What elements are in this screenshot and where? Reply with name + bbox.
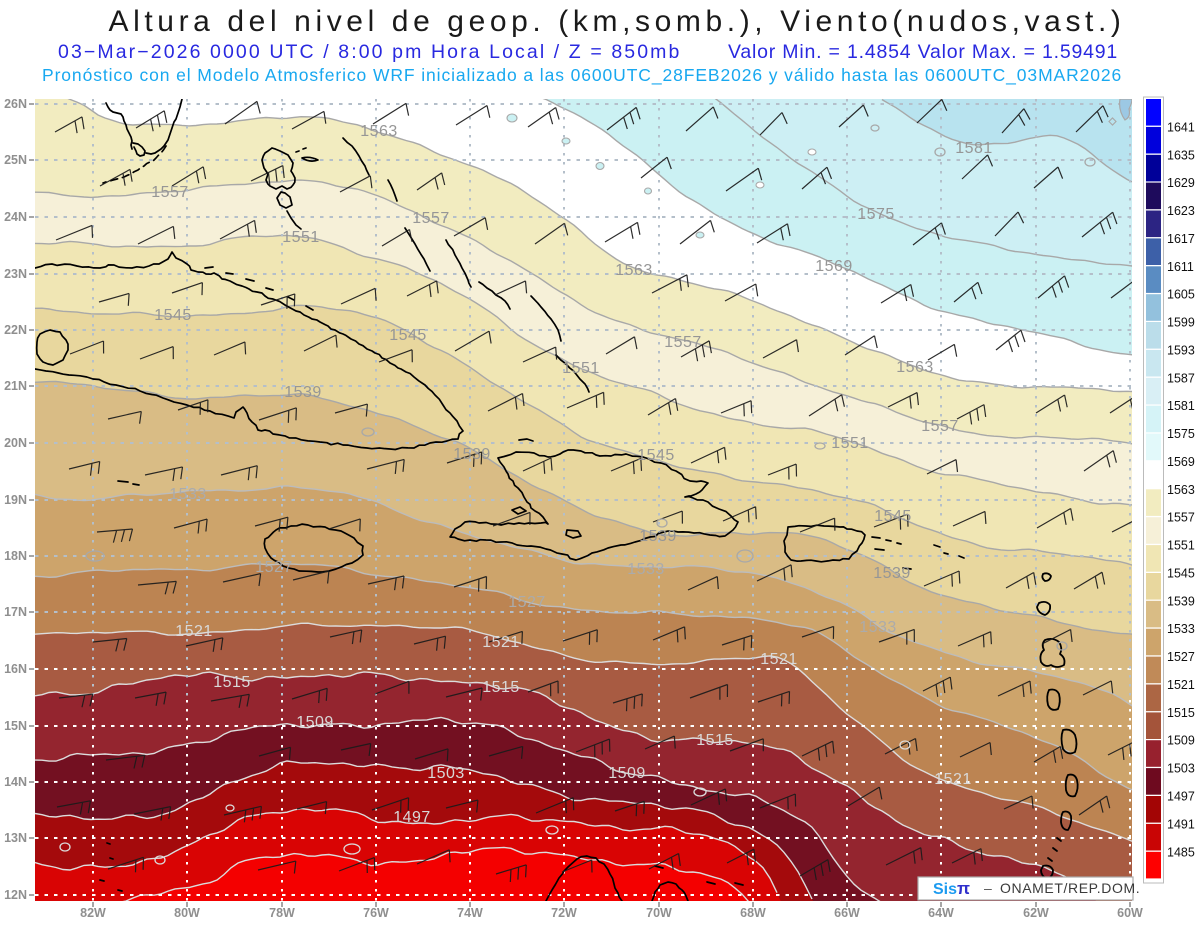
svg-text:1497: 1497: [393, 809, 431, 826]
svg-text:1521: 1521: [175, 623, 213, 640]
svg-text:1563: 1563: [896, 359, 934, 376]
svg-text:26N: 26N: [4, 97, 27, 111]
svg-text:70W: 70W: [646, 906, 672, 920]
svg-text:1557: 1557: [664, 334, 702, 351]
svg-text:18N: 18N: [4, 549, 27, 563]
svg-text:1617: 1617: [1167, 232, 1195, 246]
svg-text:1635: 1635: [1167, 148, 1195, 162]
svg-text:1485: 1485: [1167, 845, 1195, 859]
svg-text:1611: 1611: [1167, 260, 1194, 274]
svg-text:12N: 12N: [4, 888, 27, 902]
svg-text:1551: 1551: [562, 360, 600, 377]
svg-text:1491: 1491: [1167, 817, 1195, 831]
svg-text:1521: 1521: [934, 771, 972, 788]
svg-text:1641: 1641: [1167, 120, 1195, 134]
svg-text:1503: 1503: [1167, 762, 1195, 776]
svg-text:Valor Min. = 1.4854 Valor Max: Valor Min. = 1.4854 Valor Max. = 1.59491: [728, 41, 1118, 63]
svg-text:1521: 1521: [1167, 678, 1195, 692]
svg-text:1557: 1557: [151, 184, 189, 201]
svg-text:1623: 1623: [1167, 204, 1195, 218]
svg-text:1539: 1539: [453, 446, 491, 463]
svg-text:23N: 23N: [4, 267, 27, 281]
svg-text:16N: 16N: [4, 662, 27, 676]
svg-text:74W: 74W: [457, 906, 483, 920]
svg-text:1521: 1521: [482, 634, 520, 651]
svg-text:1551: 1551: [282, 229, 320, 246]
svg-text:72W: 72W: [551, 906, 577, 920]
svg-text:ONAMET/REP.DOM.: ONAMET/REP.DOM.: [1000, 880, 1140, 896]
svg-text:15N: 15N: [4, 719, 27, 733]
svg-text:13N: 13N: [4, 831, 27, 845]
svg-text:1557: 1557: [1167, 511, 1195, 525]
svg-text:80W: 80W: [174, 906, 200, 920]
svg-text:66W: 66W: [834, 906, 860, 920]
svg-text:14N: 14N: [4, 775, 27, 789]
svg-text:Sisπ: Sisπ: [933, 879, 970, 898]
svg-text:1581: 1581: [1167, 399, 1195, 413]
svg-text:1563: 1563: [360, 123, 398, 140]
svg-text:1545: 1545: [389, 327, 427, 344]
svg-text:64W: 64W: [928, 906, 954, 920]
svg-text:1539: 1539: [639, 528, 677, 545]
svg-text:25N: 25N: [4, 153, 27, 167]
svg-text:1509: 1509: [1167, 734, 1195, 748]
svg-text:1527: 1527: [508, 594, 546, 611]
svg-text:03−Mar−2026 0000 UTC / 8:00 p: 03−Mar−2026 0000 UTC / 8:00 pm Hora Loca…: [58, 41, 681, 63]
svg-text:1545: 1545: [154, 307, 192, 324]
svg-text:82W: 82W: [80, 906, 106, 920]
svg-text:Pronóstico con el Modelo Atmos: Pronóstico con el Modelo Atmosferico WRF…: [42, 65, 1122, 86]
svg-text:1533: 1533: [1167, 622, 1195, 636]
svg-text:22N: 22N: [4, 323, 27, 337]
svg-text:1509: 1509: [608, 765, 646, 782]
svg-text:1545: 1545: [874, 508, 912, 525]
svg-text:1581: 1581: [955, 140, 993, 157]
svg-text:1539: 1539: [284, 384, 322, 401]
svg-text:1503: 1503: [427, 765, 465, 782]
svg-text:1575: 1575: [857, 206, 895, 223]
svg-text:1593: 1593: [1167, 343, 1195, 357]
svg-text:1515: 1515: [1167, 706, 1195, 720]
svg-text:1527: 1527: [255, 559, 293, 576]
svg-text:62W: 62W: [1023, 906, 1049, 920]
svg-text:76W: 76W: [363, 906, 389, 920]
svg-text:68W: 68W: [740, 906, 766, 920]
svg-text:1557: 1557: [921, 418, 959, 435]
svg-text:1539: 1539: [873, 565, 911, 582]
svg-text:60W: 60W: [1117, 906, 1143, 920]
svg-text:1521: 1521: [760, 651, 798, 668]
svg-text:1515: 1515: [213, 674, 251, 691]
svg-text:1515: 1515: [482, 679, 520, 696]
svg-text:1563: 1563: [615, 262, 653, 279]
svg-text:20N: 20N: [4, 436, 27, 450]
svg-text:1551: 1551: [831, 435, 869, 452]
svg-text:1515: 1515: [696, 732, 734, 749]
svg-text:1599: 1599: [1167, 316, 1195, 330]
svg-text:1527: 1527: [1167, 650, 1195, 664]
svg-text:1533: 1533: [859, 619, 897, 636]
svg-text:1497: 1497: [1167, 790, 1195, 804]
svg-text:Altura del nivel de geop. (km,: Altura del nivel de geop. (km,somb.), Vi…: [108, 5, 1125, 38]
svg-text:1605: 1605: [1167, 288, 1195, 302]
svg-text:1551: 1551: [1167, 539, 1195, 553]
svg-text:1575: 1575: [1167, 427, 1195, 441]
svg-text:1533: 1533: [627, 561, 665, 578]
svg-text:1569: 1569: [1167, 455, 1195, 469]
svg-text:1533: 1533: [169, 486, 207, 503]
svg-text:1569: 1569: [815, 258, 853, 275]
svg-text:1509: 1509: [296, 714, 334, 731]
svg-text:24N: 24N: [4, 210, 27, 224]
svg-text:17N: 17N: [4, 605, 27, 619]
svg-text:–: –: [984, 880, 992, 896]
svg-text:1557: 1557: [412, 210, 450, 227]
svg-text:1545: 1545: [1167, 567, 1195, 581]
svg-text:1629: 1629: [1167, 176, 1195, 190]
svg-text:1545: 1545: [637, 447, 675, 464]
svg-text:78W: 78W: [269, 906, 295, 920]
svg-text:1587: 1587: [1167, 371, 1195, 385]
svg-text:1539: 1539: [1167, 594, 1195, 608]
svg-text:19N: 19N: [4, 493, 27, 507]
svg-text:1563: 1563: [1167, 483, 1195, 497]
svg-text:21N: 21N: [4, 379, 27, 393]
